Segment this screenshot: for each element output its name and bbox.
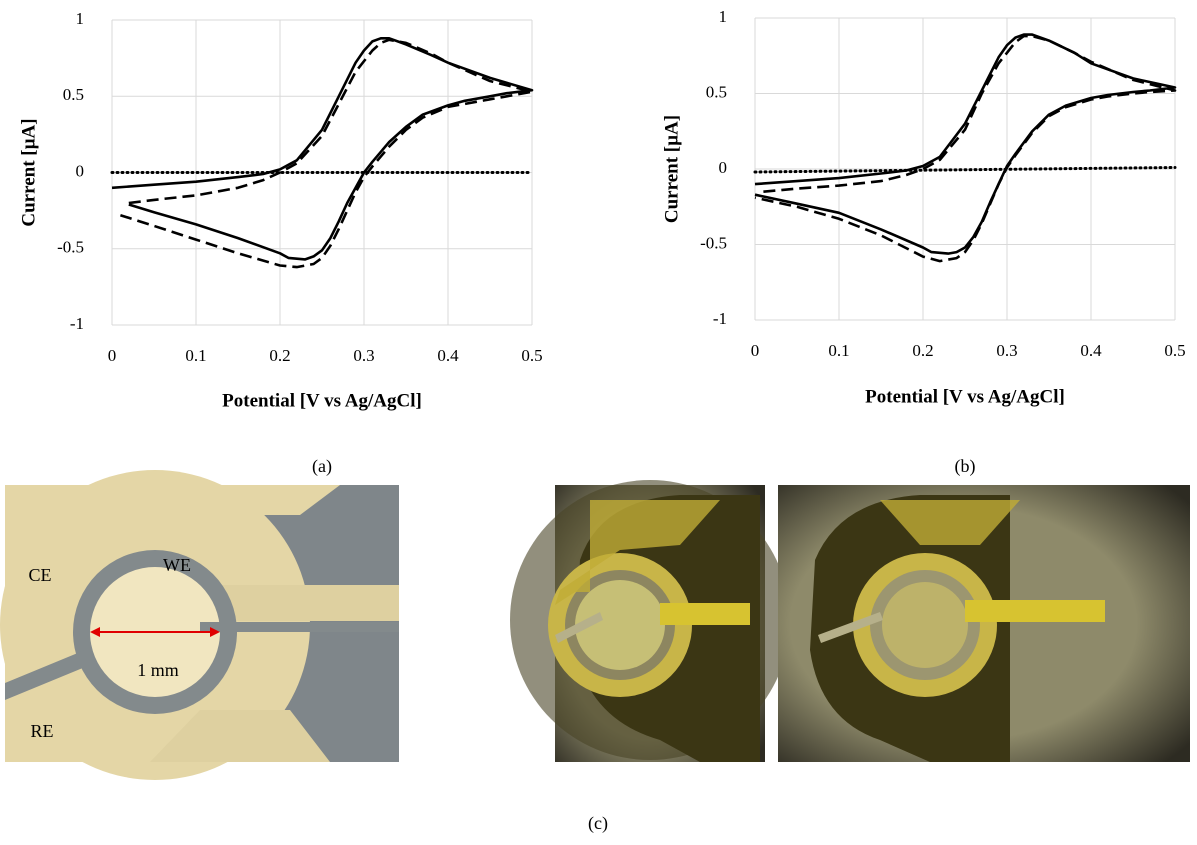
x-tick-label: 0.4 bbox=[437, 346, 459, 365]
photo-label: RE bbox=[30, 721, 53, 741]
y-tick-label: 0.5 bbox=[63, 85, 84, 104]
cv-curve bbox=[753, 166, 1177, 174]
x-tick-label: 0 bbox=[108, 346, 117, 365]
y-tick-label: 1 bbox=[719, 7, 728, 26]
photo-electrode bbox=[510, 480, 790, 762]
photo-label: 1 mm bbox=[137, 660, 179, 680]
x-axis-label: Potential [V vs Ag/AgCl] bbox=[865, 386, 1065, 407]
y-tick-label: 0 bbox=[719, 158, 728, 177]
y-axis-label: Current [µA] bbox=[18, 118, 39, 226]
y-tick-label: 0.5 bbox=[706, 82, 727, 101]
photo-label: WE bbox=[163, 555, 191, 575]
x-tick-label: 0.5 bbox=[1164, 341, 1185, 360]
x-tick-label: 0 bbox=[751, 341, 760, 360]
x-tick-label: 0.2 bbox=[912, 341, 933, 360]
x-tick-label: 0.1 bbox=[828, 341, 849, 360]
y-tick-label: -1 bbox=[70, 314, 84, 333]
x-tick-label: 0.4 bbox=[1080, 341, 1102, 360]
x-tick-label: 0.5 bbox=[521, 346, 542, 365]
x-tick-label: 0.1 bbox=[185, 346, 206, 365]
x-tick-label: 0.3 bbox=[353, 346, 374, 365]
cv-curve bbox=[111, 37, 534, 261]
y-axis-label: Current [µA] bbox=[661, 115, 682, 223]
photo-electrode bbox=[0, 470, 399, 780]
y-tick-label: -1 bbox=[713, 309, 727, 328]
x-axis-label: Potential [V vs Ag/AgCl] bbox=[222, 390, 422, 411]
photo-electrode bbox=[778, 485, 1190, 762]
y-tick-label: -0.5 bbox=[700, 233, 727, 252]
caption: (b) bbox=[955, 456, 976, 477]
photo-label: CE bbox=[28, 565, 51, 585]
y-tick-label: -0.5 bbox=[57, 238, 84, 257]
y-tick-label: 1 bbox=[76, 9, 85, 28]
x-tick-label: 0.2 bbox=[269, 346, 290, 365]
caption: (a) bbox=[312, 456, 332, 477]
x-tick-label: 0.3 bbox=[996, 341, 1017, 360]
y-tick-label: 0 bbox=[76, 161, 85, 180]
caption: (c) bbox=[588, 813, 608, 834]
cv-curve bbox=[754, 34, 1177, 263]
cv-curve bbox=[754, 33, 1177, 255]
cv-curve bbox=[120, 38, 534, 269]
